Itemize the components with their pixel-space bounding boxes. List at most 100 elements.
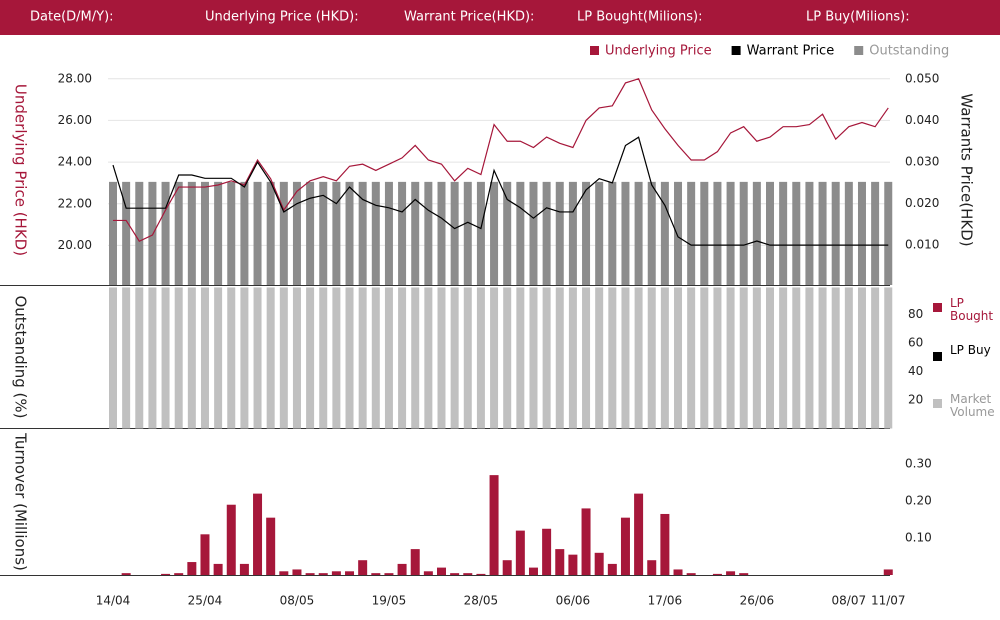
bar bbox=[109, 287, 117, 429]
bar bbox=[463, 573, 473, 575]
tick-label: 0.30 bbox=[905, 457, 932, 471]
bar bbox=[331, 571, 341, 575]
bar bbox=[686, 573, 696, 575]
bar bbox=[647, 287, 656, 429]
bar bbox=[857, 287, 866, 429]
bar bbox=[411, 181, 420, 285]
bar bbox=[200, 534, 210, 575]
bar bbox=[490, 287, 499, 429]
x-tick-label: 25/04 bbox=[188, 594, 223, 608]
tick-label: 0.040 bbox=[905, 113, 939, 127]
tick-label: 20 bbox=[908, 393, 923, 407]
bar bbox=[713, 181, 722, 285]
bar bbox=[292, 287, 301, 429]
bar bbox=[358, 181, 367, 285]
y-axis-title: Underlying Price (HKD) bbox=[12, 84, 30, 256]
x-tick-label: 17/06 bbox=[648, 594, 683, 608]
bar bbox=[423, 571, 433, 575]
bar bbox=[673, 569, 683, 575]
bar bbox=[148, 287, 157, 429]
bar bbox=[332, 287, 341, 429]
bar bbox=[712, 573, 722, 575]
bar bbox=[752, 181, 761, 285]
legend-swatch bbox=[933, 352, 942, 361]
bar bbox=[240, 181, 249, 285]
bar bbox=[871, 181, 880, 285]
bar bbox=[174, 573, 184, 575]
tick-label: 0.010 bbox=[905, 238, 939, 252]
bar bbox=[726, 571, 736, 575]
bar bbox=[529, 287, 538, 429]
bar bbox=[844, 287, 853, 429]
tick-label: 0.10 bbox=[905, 531, 932, 545]
bar bbox=[726, 287, 735, 429]
bar bbox=[634, 493, 644, 575]
bar bbox=[279, 181, 288, 285]
bar bbox=[700, 287, 709, 429]
header-label: LP Bought(Milions): bbox=[577, 10, 702, 25]
bar bbox=[489, 475, 499, 575]
header-label: Date(D/M/Y): bbox=[30, 10, 114, 25]
bar bbox=[476, 181, 485, 285]
bar bbox=[148, 181, 157, 285]
bar bbox=[647, 560, 657, 575]
bar bbox=[239, 563, 249, 575]
bar bbox=[345, 181, 354, 285]
tick-label: 0.20 bbox=[905, 494, 932, 508]
bar bbox=[463, 181, 472, 285]
bar bbox=[594, 552, 604, 575]
bar bbox=[542, 528, 552, 575]
bar bbox=[174, 181, 183, 285]
bar bbox=[818, 287, 827, 429]
bar bbox=[358, 560, 368, 575]
bar bbox=[122, 287, 131, 429]
bar bbox=[608, 181, 617, 285]
bar bbox=[528, 567, 538, 575]
bar bbox=[109, 181, 117, 285]
bar bbox=[437, 181, 446, 285]
line bbox=[112, 136, 889, 246]
tick-label: 20.00 bbox=[58, 238, 92, 252]
header-label: Underlying Price (HKD): bbox=[205, 10, 359, 25]
bar bbox=[739, 181, 748, 285]
bar bbox=[739, 287, 748, 429]
bar bbox=[122, 181, 131, 285]
bar bbox=[884, 181, 893, 285]
bar bbox=[726, 181, 735, 285]
bar bbox=[266, 517, 276, 575]
bar bbox=[135, 287, 144, 429]
y-axis-title: Outstanding (%) bbox=[12, 295, 30, 418]
bar bbox=[568, 181, 577, 285]
bar bbox=[227, 287, 236, 429]
x-tick-label: 08/07 bbox=[832, 594, 867, 608]
bar bbox=[227, 181, 236, 285]
bar bbox=[398, 181, 407, 285]
bar bbox=[319, 181, 328, 285]
bar bbox=[634, 287, 643, 429]
bar bbox=[752, 287, 761, 429]
tick-label: 60 bbox=[908, 336, 923, 350]
bar bbox=[318, 573, 328, 575]
bar bbox=[779, 287, 788, 429]
bar bbox=[266, 287, 275, 429]
legend-swatch bbox=[590, 46, 599, 55]
bar bbox=[818, 181, 827, 285]
tick-label: 22.00 bbox=[58, 196, 92, 210]
bar bbox=[437, 287, 446, 429]
bar bbox=[739, 573, 749, 575]
legend-label: Underlying Price bbox=[605, 44, 712, 59]
bar bbox=[515, 530, 525, 575]
bar bbox=[345, 571, 355, 575]
bar bbox=[844, 181, 853, 285]
bar bbox=[555, 287, 564, 429]
x-tick-label: 14/04 bbox=[96, 594, 131, 608]
bar bbox=[674, 181, 683, 285]
bar bbox=[306, 287, 315, 429]
bar bbox=[660, 513, 670, 575]
header-bar bbox=[0, 0, 1000, 35]
bar bbox=[595, 181, 604, 285]
bar bbox=[450, 287, 459, 429]
bar bbox=[358, 287, 367, 429]
bar bbox=[608, 287, 617, 429]
bar bbox=[634, 181, 643, 285]
